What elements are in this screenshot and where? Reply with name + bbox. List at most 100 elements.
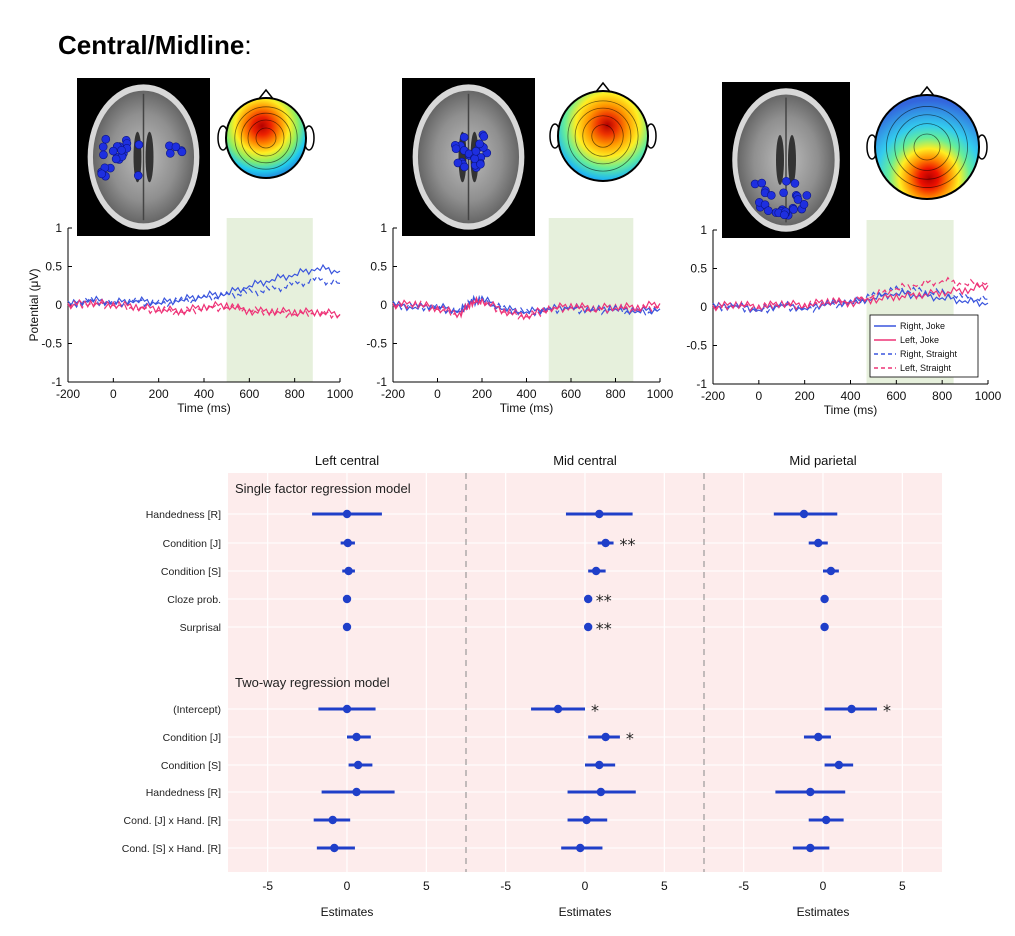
legend-label: Left, Joke xyxy=(900,335,939,345)
row-label: Cond. [S] x Hand. [R] xyxy=(122,843,221,855)
source-dipole xyxy=(757,178,767,188)
significance-marker: * xyxy=(591,701,599,720)
topo-contour xyxy=(886,106,968,188)
x-tick-label: -200 xyxy=(701,389,725,403)
source-dipole xyxy=(165,149,175,158)
source-dipole xyxy=(460,162,469,172)
estimate-point xyxy=(806,843,815,853)
row-label: Surprisal xyxy=(180,622,221,634)
row-label: (Intercept) xyxy=(173,704,221,716)
x-tick-label: 0 xyxy=(344,879,351,893)
source-dipole xyxy=(799,200,809,209)
brain-ventricle xyxy=(145,131,154,183)
legend: Right, Joke Left, Joke Right, Straight Left… xyxy=(869,314,979,378)
significance-marker: ** xyxy=(596,591,612,610)
x-tick-label: 1000 xyxy=(975,389,1002,403)
estimate-point xyxy=(344,566,353,576)
x-tick-label: 5 xyxy=(661,879,668,893)
estimate-point xyxy=(342,509,352,519)
y-tick-label: -0.5 xyxy=(366,337,387,351)
x-axis-label: Time (ms) xyxy=(500,401,554,415)
y-tick-label: 0 xyxy=(700,300,707,314)
estimate-point xyxy=(342,704,352,714)
estimate-point xyxy=(820,622,829,632)
estimate-point xyxy=(583,622,593,632)
estimate-point xyxy=(799,509,809,519)
legend-label: Right, Straight xyxy=(900,349,958,359)
row-label: Handedness [R] xyxy=(146,787,221,799)
figure-title: Central/Midline: xyxy=(58,30,252,60)
column-title: Mid parietal xyxy=(789,453,856,468)
estimate-point xyxy=(553,704,563,714)
topo-head xyxy=(874,94,980,200)
topo-contour xyxy=(247,119,285,157)
row-label: Cloze prob. xyxy=(167,594,221,606)
x-tick-label: 800 xyxy=(605,387,625,401)
source-dipole xyxy=(764,206,773,216)
y-tick-label: 0.5 xyxy=(690,262,707,276)
row-label: Cond. [J] x Hand. [R] xyxy=(124,815,222,827)
source-dipole xyxy=(459,132,469,142)
estimate-point xyxy=(576,843,585,853)
x-axis-label: Estimates xyxy=(321,905,374,919)
series-line xyxy=(67,298,341,319)
estimate-point xyxy=(821,815,831,825)
estimate-point xyxy=(847,704,856,714)
source-dipole xyxy=(479,132,489,141)
y-tick-label: -0.5 xyxy=(686,339,707,353)
estimate-point xyxy=(826,566,836,576)
estimate-point xyxy=(596,787,606,797)
row-label: Condition [J] xyxy=(163,732,221,744)
brain-ventricle xyxy=(776,135,784,185)
source-dipole xyxy=(98,142,108,152)
series-line xyxy=(712,276,989,312)
topo-contour xyxy=(582,115,624,157)
source-dipole xyxy=(475,139,484,149)
topo-contour xyxy=(894,114,960,180)
source-dipole xyxy=(453,158,463,168)
x-tick-label: 0 xyxy=(434,387,441,401)
y-tick-label: -1 xyxy=(696,377,707,391)
estimate-point xyxy=(806,787,815,797)
source-dipole xyxy=(793,195,803,204)
estimate-point xyxy=(342,622,352,632)
x-tick-label: 200 xyxy=(149,387,169,401)
x-tick-label: 600 xyxy=(886,389,906,403)
analysis-window xyxy=(226,218,313,382)
brain-slice-left xyxy=(77,78,210,236)
series-line xyxy=(392,295,661,321)
estimate-point xyxy=(834,760,844,770)
coef-column-1: Left central -5 0 5 Estimates xyxy=(228,453,466,919)
topo-contour xyxy=(255,127,277,149)
x-tick-label: 0 xyxy=(582,879,589,893)
estimate-point xyxy=(583,594,593,604)
y-tick-label: 0.5 xyxy=(45,260,62,274)
x-tick-label: -5 xyxy=(500,879,511,893)
estimate-point xyxy=(328,815,337,825)
topo-contour xyxy=(567,100,639,172)
source-dipole xyxy=(789,205,798,214)
x-axis-label: Time (ms) xyxy=(177,401,231,415)
x-tick-label: 200 xyxy=(472,387,492,401)
x-tick-label: 600 xyxy=(239,387,259,401)
y-tick-label: 0 xyxy=(380,298,387,312)
source-dipole xyxy=(782,176,791,186)
estimate-point xyxy=(353,760,363,770)
section-title: Two-way regression model xyxy=(235,675,390,690)
source-dipole xyxy=(101,134,111,144)
estimate-point xyxy=(595,760,604,770)
estimate-point xyxy=(352,732,361,742)
source-dipole xyxy=(133,171,143,180)
brain-slice-mid xyxy=(402,78,535,236)
estimate-point xyxy=(814,538,823,548)
x-tick-label: 5 xyxy=(423,879,430,893)
topo-contour xyxy=(903,123,951,171)
source-dipole xyxy=(117,146,126,155)
topomap-mid xyxy=(549,81,657,182)
x-tick-label: 0 xyxy=(110,387,117,401)
y-tick-label: -1 xyxy=(51,375,62,389)
estimate-point xyxy=(591,566,601,576)
y-axis-label: Potential (μV) xyxy=(27,269,41,342)
legend-label: Left, Straight xyxy=(900,363,952,373)
brain-slice-right xyxy=(722,82,850,238)
